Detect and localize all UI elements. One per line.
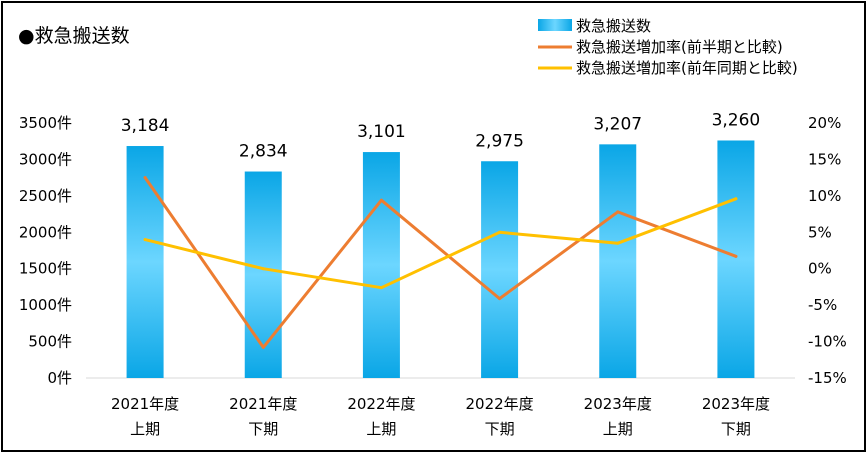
x-label-year: 2023年度 [584, 395, 652, 413]
bar-data-label: 3,260 [712, 110, 761, 130]
x-label-half: 上期 [603, 420, 633, 438]
line-series-2 [143, 197, 738, 290]
right-tick-label: 20% [808, 114, 841, 132]
legend: 救急搬送数 救急搬送増加率(前半期と比較) 救急搬送増加率(前年同期と比較) [538, 17, 798, 77]
right-tick-label: -15% [808, 369, 847, 387]
line-point [734, 197, 738, 201]
right-axis: -15% -10% -5% 0% 5% 10% 15% 20% [808, 114, 847, 387]
bar [599, 144, 637, 378]
bar-data-label: 3,184 [121, 116, 170, 136]
left-axis: 0件 500件 1000件 1500件 2000件 2500件 3000件 3500件 [19, 114, 72, 387]
x-label-half: 上期 [130, 420, 160, 438]
legend-swatch-bars [538, 19, 572, 31]
x-label-year: 2021年度 [229, 395, 297, 413]
bar [481, 161, 519, 378]
line-series-1 [143, 176, 738, 349]
x-axis-labels: 2021年度上期2021年度下期2022年度上期2022年度下期2023年度上期… [111, 395, 770, 438]
legend-label-line-1: 救急搬送増加率(前半期と比較) [576, 38, 783, 56]
left-tick-label: 500件 [28, 333, 72, 351]
x-label-half: 上期 [366, 420, 396, 438]
bar-data-label: 3,101 [357, 122, 406, 142]
bar [717, 140, 755, 378]
x-label-half: 下期 [485, 420, 515, 438]
x-label-half: 下期 [248, 420, 278, 438]
line-point [143, 238, 147, 242]
line-point [261, 267, 265, 271]
left-tick-label: 2500件 [19, 187, 72, 205]
line-point [734, 254, 738, 258]
x-label-year: 2021年度 [111, 395, 179, 413]
right-tick-label: -5% [808, 296, 837, 314]
right-tick-label: 10% [808, 187, 841, 205]
bar-data-label: 3,207 [593, 114, 642, 134]
line-point [616, 210, 620, 214]
data-labels: 3,184 2,834 3,101 2,975 3,207 3,260 [121, 110, 761, 161]
chart-title: ●救急搬送数 [18, 25, 130, 47]
left-tick-label: 3000件 [19, 150, 72, 168]
left-tick-label: 0件 [47, 369, 72, 387]
left-tick-label: 1000件 [19, 296, 72, 314]
line-series [143, 176, 738, 349]
legend-label-bars: 救急搬送数 [576, 17, 651, 35]
line-point [261, 345, 265, 349]
line-point [143, 176, 147, 180]
left-tick-label: 2000件 [19, 223, 72, 241]
line-point [498, 230, 502, 234]
right-tick-label: 0% [808, 260, 832, 278]
x-label-year: 2023年度 [702, 395, 770, 413]
bar [362, 152, 400, 378]
left-tick-label: 1500件 [19, 260, 72, 278]
bar [244, 171, 282, 378]
line-point [379, 286, 383, 290]
right-tick-label: 5% [808, 223, 832, 241]
bar [126, 146, 164, 378]
legend-label-line-2: 救急搬送増加率(前年同期と比較) [576, 59, 798, 77]
right-tick-label: -10% [808, 333, 847, 351]
left-tick-label: 3500件 [19, 114, 72, 132]
line-point [498, 297, 502, 301]
x-label-year: 2022年度 [347, 395, 415, 413]
bar-data-label: 2,834 [239, 142, 288, 162]
line-point [379, 198, 383, 202]
x-label-year: 2022年度 [465, 395, 533, 413]
line-point [616, 241, 620, 245]
right-tick-label: 15% [808, 150, 841, 168]
x-label-half: 下期 [721, 420, 751, 438]
bar-data-label: 2,975 [475, 131, 524, 151]
bar-series [126, 140, 755, 378]
